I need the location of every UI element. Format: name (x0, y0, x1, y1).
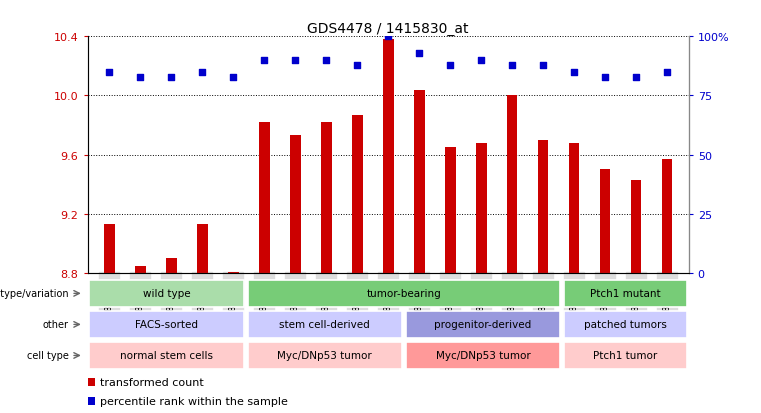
Bar (507, 96, 517, 273)
Bar (135, 266, 145, 273)
Point (351, 62, 363, 69)
Text: Ptch1 mutant: Ptch1 mutant (590, 289, 661, 299)
Bar (444, 148, 456, 273)
Bar (631, 180, 642, 273)
Text: other: other (43, 320, 68, 330)
Text: transformed count: transformed count (100, 377, 204, 387)
Point (134, 74, 146, 81)
Point (103, 69, 116, 76)
Text: FACS-sorted: FACS-sorted (135, 320, 198, 330)
Bar (537, 140, 549, 273)
Bar (564, 311, 687, 338)
Bar (476, 143, 486, 273)
Point (320, 57, 333, 64)
Bar (88, 396, 95, 405)
Point (661, 69, 673, 76)
Bar (661, 160, 673, 273)
Bar (290, 136, 301, 273)
Text: genotype/variation: genotype/variation (0, 289, 68, 299)
Bar (352, 115, 362, 273)
Point (537, 62, 549, 69)
Point (196, 69, 209, 76)
Text: patched tumors: patched tumors (584, 320, 667, 330)
Text: Myc/DNp53 tumor: Myc/DNp53 tumor (435, 351, 530, 361)
Text: Ptch1 tumor: Ptch1 tumor (594, 351, 658, 361)
Bar (103, 225, 115, 273)
Bar (247, 342, 402, 369)
Title: GDS4478 / 1415830_at: GDS4478 / 1415830_at (307, 22, 469, 36)
Point (413, 50, 425, 57)
Bar (383, 40, 393, 273)
Point (475, 57, 487, 64)
Point (258, 57, 270, 64)
Text: percentile rank within the sample: percentile rank within the sample (100, 396, 288, 406)
Bar (228, 272, 239, 273)
Bar (247, 280, 560, 307)
Bar (89, 311, 244, 338)
Bar (320, 123, 332, 273)
Bar (89, 342, 244, 369)
Bar (89, 280, 244, 307)
Point (568, 69, 580, 76)
Text: wild type: wild type (143, 289, 190, 299)
Bar (197, 225, 208, 273)
Bar (564, 280, 687, 307)
Bar (247, 311, 402, 338)
Bar (600, 170, 610, 273)
Bar (406, 311, 560, 338)
Bar (568, 143, 579, 273)
Bar (406, 342, 560, 369)
Point (506, 62, 518, 69)
Bar (88, 378, 95, 386)
Point (227, 74, 239, 81)
Point (165, 74, 177, 81)
Bar (414, 90, 425, 273)
Bar (564, 342, 687, 369)
Point (382, 34, 394, 40)
Point (630, 74, 642, 81)
Text: stem cell-derived: stem cell-derived (279, 320, 370, 330)
Text: tumor-bearing: tumor-bearing (367, 289, 441, 299)
Text: normal stem cells: normal stem cells (120, 351, 213, 361)
Point (599, 74, 611, 81)
Point (444, 62, 456, 69)
Text: progenitor-derived: progenitor-derived (435, 320, 532, 330)
Text: Myc/DNp53 tumor: Myc/DNp53 tumor (278, 351, 372, 361)
Text: cell type: cell type (27, 351, 68, 361)
Bar (166, 259, 177, 273)
Point (289, 57, 301, 64)
Bar (259, 123, 269, 273)
